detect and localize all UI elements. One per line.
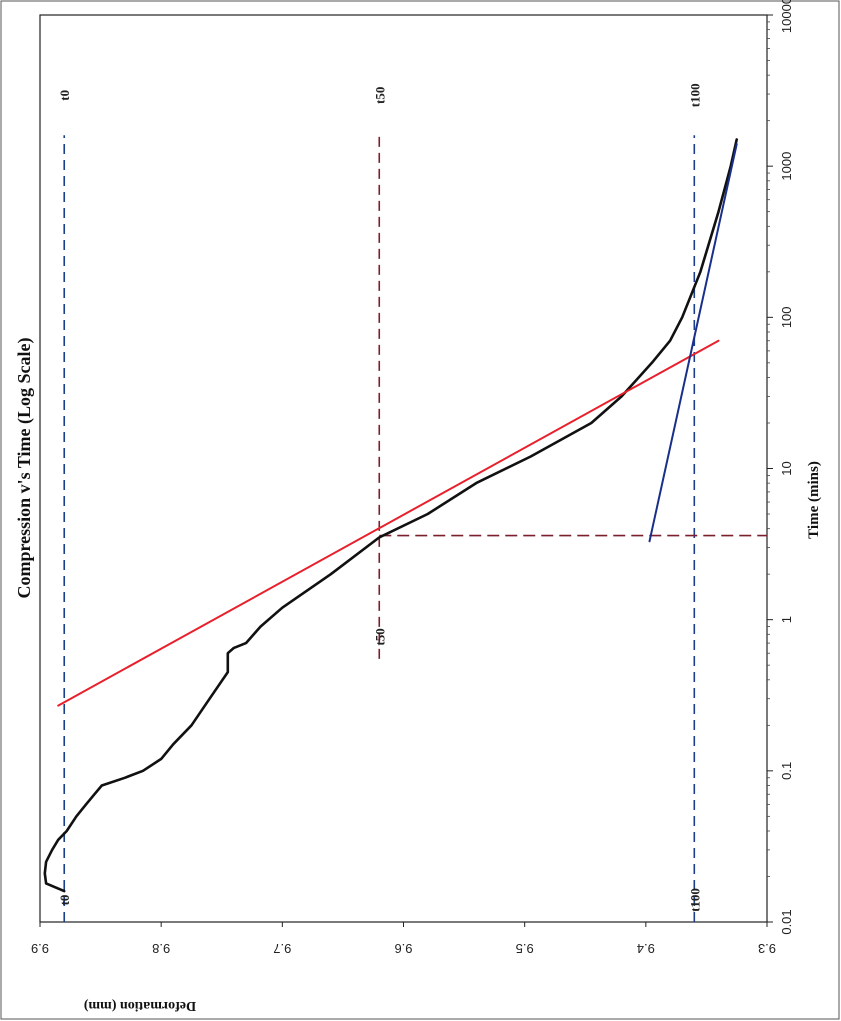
x-tick-label: 0.1 (779, 762, 794, 780)
plot-area (39, 14, 768, 923)
x-tick-label: 10 (779, 461, 794, 475)
y-tick-label: 9.5 (516, 941, 534, 956)
series-measured-curve (43, 138, 739, 893)
series-secondary-tangent (648, 143, 738, 543)
y-tick-label: 9.6 (394, 941, 412, 956)
y-tick-label: 9.7 (273, 941, 291, 956)
chart-title: Compression v's Time (Log Scale) (14, 337, 35, 598)
reference-label-end: t100 (687, 83, 702, 107)
reference-label-start: t50 (372, 628, 387, 645)
x-tick-label: 100 (779, 306, 794, 328)
x-tick-label: 10000 (779, 0, 794, 33)
x-tick-label: 1 (779, 616, 794, 623)
reference-lines: t0 t0 t50 t50 t100 t100 (57, 83, 767, 922)
x-tick-label: 1000 (779, 152, 794, 181)
reference-label-start: t100 (687, 888, 702, 912)
tick-marks (39, 14, 773, 927)
reference-label-end: t50 (372, 87, 387, 104)
y-axis-label: Deformation (mm) (83, 998, 196, 1013)
y-tick-label: 9.4 (637, 941, 655, 956)
y-tick-label: 9.8 (152, 941, 170, 956)
reference-label-start: t0 (57, 895, 72, 906)
y-tick-label: 9.3 (758, 941, 776, 956)
y-tick-label: 9.9 (31, 941, 49, 956)
x-axis-label: Time (mins) (806, 461, 822, 539)
series-layer (43, 138, 739, 893)
x-axis-tick-labels: 0.01 0.1 1 10 100 1000 10000 (779, 0, 794, 935)
reference-label-end: t0 (57, 90, 72, 101)
series-steep-tangent (57, 339, 720, 707)
x-tick-label: 0.01 (779, 909, 794, 934)
y-axis-tick-labels: 9.3 9.4 9.5 9.6 9.7 9.8 9.9 (31, 941, 776, 956)
